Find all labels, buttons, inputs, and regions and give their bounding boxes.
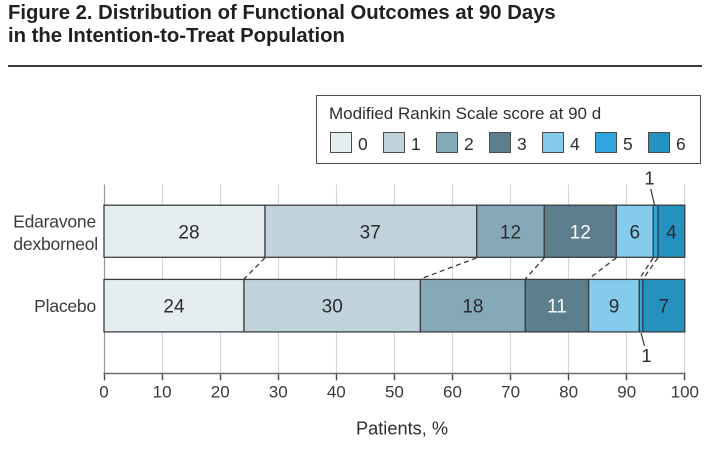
svg-text:80: 80 [559,383,578,402]
svg-text:Placebo: Placebo [34,296,96,316]
svg-text:0: 0 [99,383,108,402]
svg-text:90: 90 [617,383,636,402]
svg-text:30: 30 [269,383,288,402]
svg-text:6: 6 [630,223,641,244]
svg-text:60: 60 [443,383,462,402]
svg-text:12: 12 [500,223,521,244]
svg-text:18: 18 [462,297,483,318]
svg-text:28: 28 [178,223,199,244]
svg-text:dexborneol: dexborneol [13,234,98,254]
svg-text:Edaravone: Edaravone [13,211,96,231]
svg-text:7: 7 [659,297,670,318]
svg-text:1: 1 [644,168,654,189]
svg-text:20: 20 [211,383,230,402]
svg-text:37: 37 [360,223,381,244]
svg-text:100: 100 [671,383,699,402]
svg-text:70: 70 [501,383,520,402]
svg-text:4: 4 [666,223,677,244]
svg-text:1: 1 [641,345,651,366]
svg-text:9: 9 [609,297,620,318]
svg-text:Patients, %: Patients, % [356,419,448,439]
svg-text:24: 24 [163,297,185,318]
svg-text:12: 12 [570,223,591,244]
svg-text:10: 10 [153,383,172,402]
svg-text:11: 11 [547,297,567,318]
svg-text:50: 50 [385,383,404,402]
svg-text:40: 40 [327,383,346,402]
svg-text:30: 30 [322,297,343,318]
